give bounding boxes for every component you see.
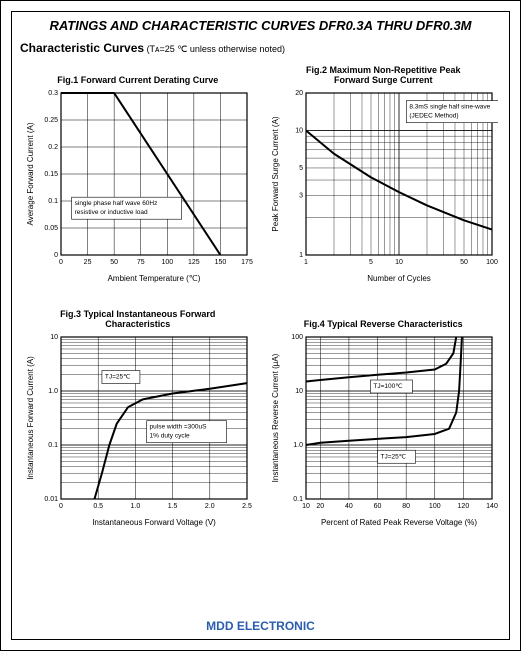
chart-cell-1: Fig.1 Forward Current Derating Curve 0 25… xyxy=(20,63,256,287)
svg-text:150: 150 xyxy=(214,259,226,266)
svg-text:60: 60 xyxy=(374,503,382,510)
svg-text:Instantaneous Forward Voltage: Instantaneous Forward Voltage (V) xyxy=(92,518,216,527)
subheading-bold: Characteristic Curves xyxy=(20,41,144,55)
svg-text:0.01: 0.01 xyxy=(44,496,58,503)
svg-text:10: 10 xyxy=(50,334,58,341)
chart-cell-4: Fig.4 Typical Reverse Characteristics 10… xyxy=(266,307,502,531)
svg-text:125: 125 xyxy=(188,259,200,266)
chart-cell-2: Fig.2 Maximum Non-Repetitive PeakForward… xyxy=(266,63,502,287)
svg-text:0.3: 0.3 xyxy=(48,90,58,97)
svg-text:100: 100 xyxy=(486,259,498,266)
svg-text:0.5: 0.5 xyxy=(93,503,103,510)
svg-text:40: 40 xyxy=(345,503,353,510)
svg-text:80: 80 xyxy=(403,503,411,510)
svg-text:TJ=25℃: TJ=25℃ xyxy=(105,373,131,380)
svg-text:1: 1 xyxy=(304,259,308,266)
svg-text:2.5: 2.5 xyxy=(242,503,252,510)
svg-text:5: 5 xyxy=(299,165,303,172)
svg-text:10: 10 xyxy=(302,503,310,510)
fig2-title: Fig.2 Maximum Non-Repetitive PeakForward… xyxy=(306,63,461,87)
svg-text:Ambient Temperature (℃): Ambient Temperature (℃) xyxy=(107,274,200,283)
svg-text:50: 50 xyxy=(460,259,468,266)
svg-text:2.0: 2.0 xyxy=(205,503,215,510)
charts-grid: Fig.1 Forward Current Derating Curve 0 25… xyxy=(12,63,509,531)
svg-text:0.2: 0.2 xyxy=(48,144,58,151)
svg-text:TJ=100℃: TJ=100℃ xyxy=(374,383,404,390)
svg-text:Average Forward Current (A): Average Forward Current (A) xyxy=(26,122,35,225)
fig4-title: Fig.4 Typical Reverse Characteristics xyxy=(304,307,463,331)
svg-text:Percent of Rated Peak Reverse: Percent of Rated Peak Reverse Voltage (%… xyxy=(321,518,477,527)
chart-cell-3: Fig.3 Typical Instantaneous ForwardChara… xyxy=(20,307,256,531)
svg-text:single phase half wave 60Hz: single phase half wave 60Hz xyxy=(74,200,157,207)
subheading-note: (Tᴀ=25 ℃ unless otherwise noted) xyxy=(144,44,285,54)
svg-text:Instantaneous Forward Current: Instantaneous Forward Current (A) xyxy=(26,356,35,480)
svg-text:140: 140 xyxy=(486,503,498,510)
svg-text:1.0: 1.0 xyxy=(48,388,58,395)
svg-text:0.1: 0.1 xyxy=(48,442,58,449)
svg-text:175: 175 xyxy=(241,259,253,266)
svg-text:0: 0 xyxy=(54,252,58,259)
svg-text:1% duty cycle: 1% duty cycle xyxy=(149,433,189,440)
fig1-chart: 0 25 50 75 100 125 150 175 0 0.05 0.1 0.15 0.2 0.25 0.… xyxy=(23,87,253,287)
svg-text:10: 10 xyxy=(395,259,403,266)
svg-text:pulse width =300uS: pulse width =300uS xyxy=(149,424,207,431)
page-outer-border: RATINGS AND CHARACTERISTIC CURVES DFR0.3… xyxy=(0,0,521,651)
svg-text:0: 0 xyxy=(59,503,63,510)
svg-text:1.0: 1.0 xyxy=(294,442,304,449)
svg-text:1: 1 xyxy=(299,252,303,259)
svg-text:8.3mS single half sine-wave: 8.3mS single half sine-wave xyxy=(410,104,491,111)
svg-text:20: 20 xyxy=(317,503,325,510)
page-inner-border: RATINGS AND CHARACTERISTIC CURVES DFR0.3… xyxy=(11,11,510,640)
page-subheading: Characteristic Curves (Tᴀ=25 ℃ unless ot… xyxy=(12,37,509,63)
svg-text:100: 100 xyxy=(292,334,304,341)
svg-text:100: 100 xyxy=(429,503,441,510)
svg-text:25: 25 xyxy=(83,259,91,266)
fig1-title: Fig.1 Forward Current Derating Curve xyxy=(57,63,218,87)
svg-text:120: 120 xyxy=(458,503,470,510)
svg-text:1.5: 1.5 xyxy=(167,503,177,510)
svg-text:0: 0 xyxy=(59,259,63,266)
fig3-chart: 0 0.5 1.0 1.5 2.0 2.5 0.01 0.1 1.0 10 Instantaneou… xyxy=(23,331,253,531)
svg-text:Instantaneous Reverse Current: Instantaneous Reverse Current (µA) xyxy=(271,353,280,482)
svg-text:10: 10 xyxy=(295,127,303,134)
fig4-chart: 10 20 40 60 80 100 120 140 0.1 1.0 10 100 Percent of… xyxy=(268,331,498,531)
svg-text:3: 3 xyxy=(299,193,303,200)
svg-text:10: 10 xyxy=(295,388,303,395)
svg-text:50: 50 xyxy=(110,259,118,266)
svg-text:(JEDEC Method): (JEDEC Method) xyxy=(410,113,459,120)
page-footer: MDD ELECTRONIC xyxy=(12,619,509,633)
fig3-title: Fig.3 Typical Instantaneous ForwardChara… xyxy=(60,307,215,331)
svg-text:75: 75 xyxy=(137,259,145,266)
svg-text:TJ=25℃: TJ=25℃ xyxy=(381,453,407,460)
svg-text:0.05: 0.05 xyxy=(44,225,58,232)
svg-text:0.25: 0.25 xyxy=(44,117,58,124)
svg-text:Number of Cycles: Number of Cycles xyxy=(367,274,431,283)
svg-text:5: 5 xyxy=(369,259,373,266)
svg-text:100: 100 xyxy=(161,259,173,266)
svg-text:1.0: 1.0 xyxy=(130,503,140,510)
fig2-chart: 1 5 10 50 100 1 3 5 10 20 Number of Cycles Peak For… xyxy=(268,87,498,287)
svg-text:resistive or inductive load: resistive or inductive load xyxy=(74,209,147,216)
page-heading: RATINGS AND CHARACTERISTIC CURVES DFR0.3… xyxy=(12,12,509,37)
svg-text:0.15: 0.15 xyxy=(44,171,58,178)
svg-text:20: 20 xyxy=(295,90,303,97)
svg-text:Peak Forward Surge Current (A): Peak Forward Surge Current (A) xyxy=(271,116,280,231)
svg-text:0.1: 0.1 xyxy=(294,496,304,503)
svg-text:0.1: 0.1 xyxy=(48,198,58,205)
